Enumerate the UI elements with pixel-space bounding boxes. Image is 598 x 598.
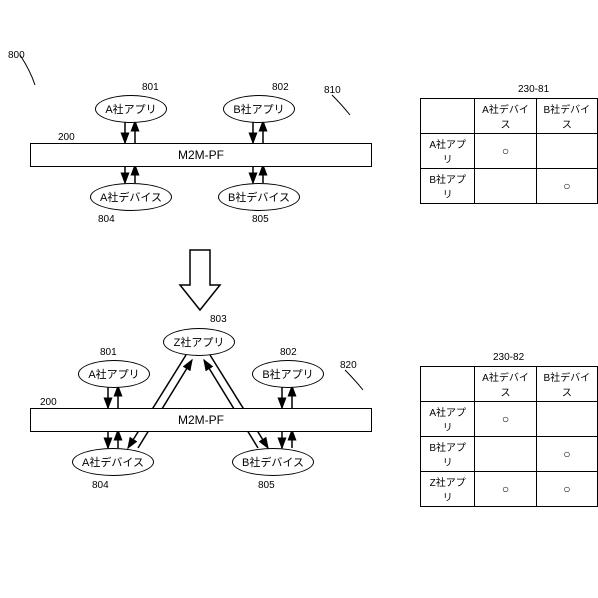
t2-r0-a (475, 402, 536, 437)
t1-c2: B社デバイス (536, 99, 597, 134)
node-b-app-top: B社アプリ (223, 95, 295, 123)
num-a-app-bot: 801 (100, 347, 117, 358)
t1-c0 (421, 99, 475, 134)
num-b-app-bot: 802 (280, 347, 297, 358)
num-a-dev-bot: 804 (92, 480, 109, 491)
t2-r2-b (536, 472, 597, 507)
t2-r0-b (536, 402, 597, 437)
num-b-app-top: 802 (272, 82, 289, 93)
t2-r1-a (475, 437, 536, 472)
t2-r0-label: A社アプリ (421, 402, 475, 437)
node-b-dev-bot: B社デバイス (232, 448, 314, 476)
t1-r0-a (475, 134, 536, 169)
t2-r2-label: Z社アプリ (421, 472, 475, 507)
table1: A社デバイス B社デバイス A社アプリ B社アプリ (420, 98, 598, 204)
table2-number: 230-82 (493, 352, 524, 363)
num-a-dev-top: 804 (98, 214, 115, 225)
table1-number: 230-81 (518, 84, 549, 95)
t2-r1-label: B社アプリ (421, 437, 475, 472)
bottom-pf-bar: M2M-PF (30, 408, 372, 432)
node-a-app-top: A社アプリ (95, 95, 167, 123)
node-a-dev-bot: A社デバイス (72, 448, 154, 476)
node-b-dev-top: B社デバイス (218, 183, 300, 211)
bottom-group-number: 820 (340, 360, 357, 371)
top-group-number: 810 (324, 85, 341, 96)
node-b-app-bot: B社アプリ (252, 360, 324, 388)
num-a-app-top: 801 (142, 82, 159, 93)
t2-c0 (421, 367, 475, 402)
bottom-pf-number: 200 (40, 397, 57, 408)
num-b-dev-bot: 805 (258, 480, 275, 491)
node-a-app-bot: A社アプリ (78, 360, 150, 388)
t1-c1: A社デバイス (475, 99, 536, 134)
t2-r1-b (536, 437, 597, 472)
t2-r2-a (475, 472, 536, 507)
top-pf-bar: M2M-PF (30, 143, 372, 167)
num-b-dev-top: 805 (252, 214, 269, 225)
node-z-app: Z社アプリ (163, 328, 235, 356)
num-z-app: 803 (210, 314, 227, 325)
t1-r1-a (475, 169, 536, 204)
node-a-dev-top: A社デバイス (90, 183, 172, 211)
t1-r0-label: A社アプリ (421, 134, 475, 169)
top-pf-number: 200 (58, 132, 75, 143)
t2-c2: B社デバイス (536, 367, 597, 402)
t1-r1-label: B社アプリ (421, 169, 475, 204)
table2: A社デバイス B社デバイス A社アプリ B社アプリ Z社アプリ (420, 366, 598, 507)
t2-c1: A社デバイス (475, 367, 536, 402)
t1-r0-b (536, 134, 597, 169)
t1-r1-b (536, 169, 597, 204)
